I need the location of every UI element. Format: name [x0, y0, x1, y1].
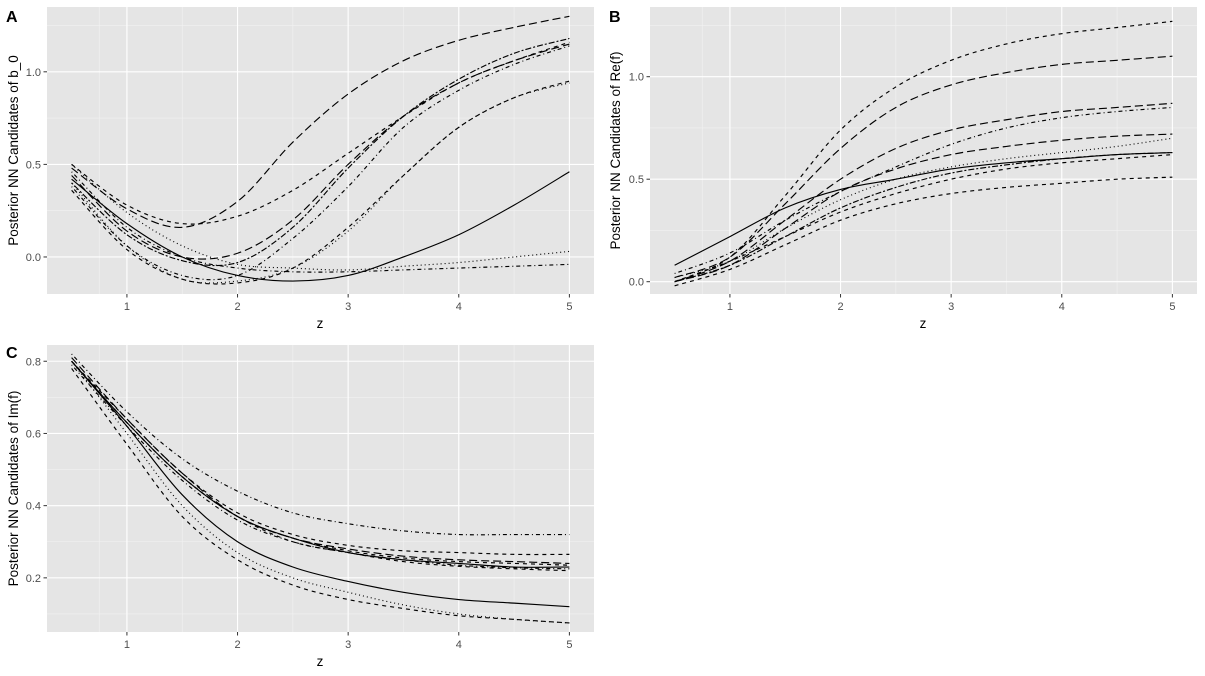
series-line-2 — [674, 20, 1173, 283]
x-tick-label: 1 — [124, 639, 130, 651]
series-line-2 — [71, 353, 570, 536]
panel-a-plot-area — [47, 7, 594, 294]
y-tick-label: 0.2 — [26, 573, 41, 585]
x-tick-label: 2 — [234, 301, 240, 313]
x-tick-label: 4 — [456, 301, 462, 313]
series-line-7 — [674, 137, 1173, 279]
panel-b-series — [674, 20, 1173, 287]
panel-a: A 1 2 3 4 5 0.0 0.5 1.0 z Posterior NN Candidat… — [6, 7, 594, 331]
panel-b-ylabel: Posterior NN Candidates of Re(f) — [608, 51, 623, 249]
series-line-8 — [71, 360, 570, 572]
panel-a-ticks: 1 2 3 4 5 0.0 0.5 1.0 — [26, 67, 573, 313]
panel-c-ylabel: Posterior NN Candidates of Im(f) — [6, 391, 21, 587]
panel-b: B 1 2 3 4 5 0.0 0.5 1.0 z Posterior NN Candidat… — [608, 7, 1197, 331]
series-line-7 — [71, 80, 570, 285]
panel-b-tag: B — [609, 9, 621, 26]
panel-a-series — [71, 15, 570, 285]
x-tick-label: 5 — [566, 639, 572, 651]
series-line-6 — [674, 133, 1173, 283]
series-line-10 — [71, 171, 570, 273]
series-line-4 — [71, 357, 570, 564]
panel-c-ticks: 1 2 3 4 5 0.2 0.4 0.6 0.8 — [26, 356, 573, 651]
panel-c-tag: C — [6, 345, 18, 362]
series-line-6 — [71, 45, 570, 281]
series-line-8 — [674, 151, 1173, 283]
series-line-10 — [674, 176, 1173, 287]
series-line-1 — [71, 171, 570, 282]
series-line-4 — [674, 102, 1173, 283]
series-line-10 — [71, 368, 570, 624]
y-tick-label: 0.0 — [26, 252, 41, 264]
series-line-1 — [71, 360, 570, 608]
y-tick-label: 0.4 — [26, 501, 41, 513]
panel-a-xlabel: z — [317, 316, 324, 331]
y-tick-label: 0.5 — [26, 159, 41, 171]
series-line-5 — [674, 106, 1173, 275]
x-tick-label: 4 — [456, 639, 462, 651]
y-tick-label: 0.6 — [26, 428, 41, 440]
series-line-9 — [71, 163, 570, 271]
y-tick-label: 0.0 — [629, 277, 644, 289]
y-tick-label: 1.0 — [629, 72, 644, 84]
panel-b-plot-area — [650, 7, 1197, 294]
x-tick-label: 1 — [124, 301, 130, 313]
panel-c-xlabel: z — [317, 654, 324, 669]
panel-c-grid — [47, 345, 594, 632]
x-tick-label: 2 — [234, 639, 240, 651]
series-line-7 — [71, 364, 570, 570]
x-tick-label: 3 — [345, 301, 351, 313]
panel-a-ylabel: Posterior NN Candidates of b_0 — [6, 55, 21, 246]
y-tick-label: 0.8 — [26, 356, 41, 368]
series-line-9 — [674, 154, 1173, 283]
panel-b-xlabel: z — [920, 316, 927, 331]
x-tick-label: 3 — [948, 301, 954, 313]
series-line-8 — [71, 82, 570, 284]
y-tick-label: 0.5 — [629, 174, 644, 186]
x-tick-label: 5 — [1169, 301, 1175, 313]
x-tick-label: 4 — [1059, 301, 1065, 313]
panel-a-grid — [47, 7, 594, 294]
panel-c: C 1 2 3 4 5 0.2 0.4 0.6 0.8 z Posterior NN Candi… — [6, 345, 594, 669]
x-tick-label: 5 — [566, 301, 572, 313]
x-tick-label: 2 — [837, 301, 843, 313]
series-line-3 — [674, 55, 1173, 279]
panel-c-series — [71, 353, 570, 624]
series-line-5 — [71, 43, 570, 260]
x-tick-label: 3 — [345, 639, 351, 651]
series-line-2 — [71, 15, 570, 228]
panel-c-plot-area — [47, 345, 594, 632]
panel-b-ticks: 1 2 3 4 5 0.0 0.5 1.0 — [629, 72, 1176, 313]
panel-a-tag: A — [6, 9, 18, 26]
y-tick-label: 1.0 — [26, 67, 41, 79]
x-tick-label: 1 — [727, 301, 733, 313]
series-line-3 — [71, 41, 570, 225]
